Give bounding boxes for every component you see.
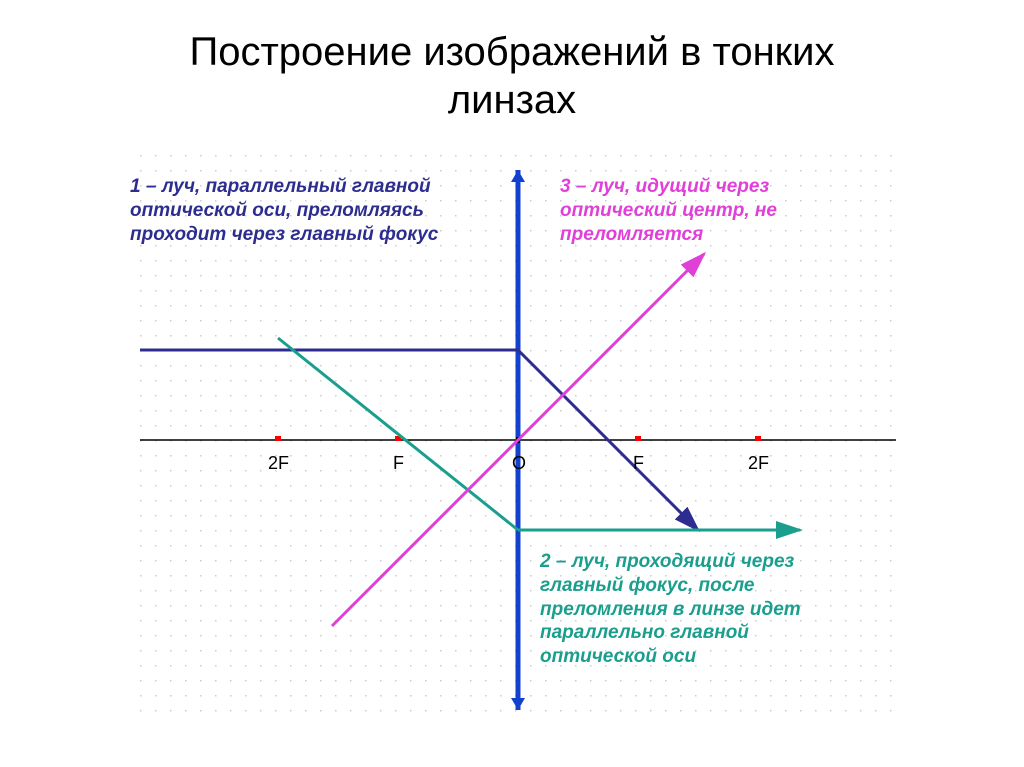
label-pos2F: 2F [748, 453, 769, 474]
label-negF: F [393, 453, 404, 474]
annotation-ray1: 1 – луч, параллельный главной оптической… [130, 175, 440, 246]
label-posF: F [633, 453, 644, 474]
title-line2: линзах [448, 78, 576, 122]
ann2-text: – луч, проходящий через главный фокус, п… [540, 551, 801, 667]
annotation-ray3: 3 – луч, идущий через оптический центр, … [560, 175, 830, 246]
ann1-text: – луч, параллельный главной оптической о… [130, 176, 438, 245]
title-line1: Построение изображений в тонких [189, 30, 834, 74]
ann1-num: 1 [130, 176, 141, 197]
label-O: O [512, 453, 526, 474]
annotation-ray2: 2 – луч, проходящий через главный фокус,… [540, 550, 850, 669]
ann3-text: – луч, идущий через оптический центр, не… [560, 176, 777, 245]
page-title: Построение изображений в тонких линзах [0, 0, 1024, 124]
lens-diagram: 1 – луч, параллельный главной оптической… [140, 155, 896, 715]
ann3-num: 3 [560, 176, 571, 197]
label-neg2F: 2F [268, 453, 289, 474]
ann2-num: 2 [540, 551, 551, 572]
